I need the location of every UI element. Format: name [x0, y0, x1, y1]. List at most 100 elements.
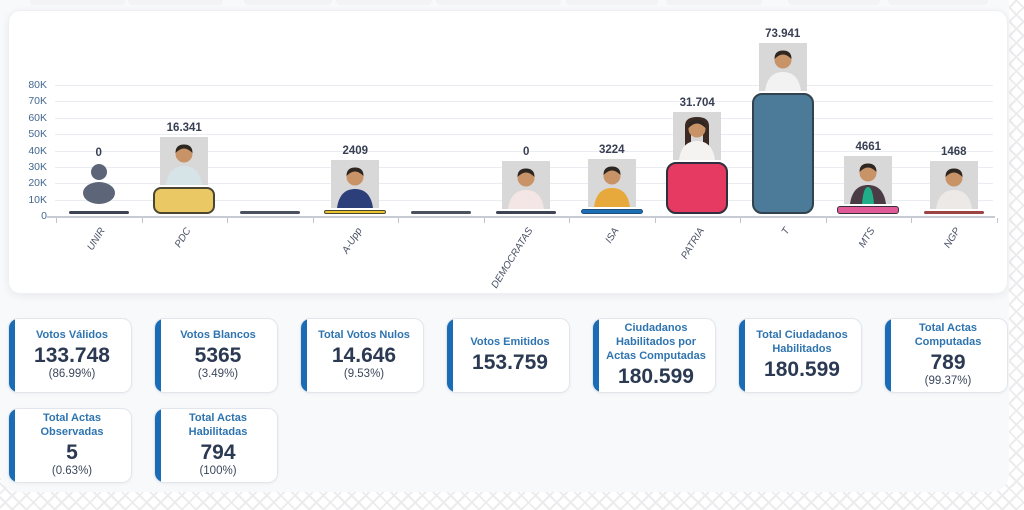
bar-value-label: 73.941	[765, 28, 801, 40]
stat-card-value: 5365	[194, 343, 242, 367]
x-axis-tickmark	[227, 218, 228, 223]
chart-category-unir: 0 UNIR	[56, 11, 142, 293]
gridline	[55, 150, 993, 152]
bar-unir[interactable]	[68, 211, 129, 214]
stat-card-votos-blancos: Votos Blancos 5365 (3.49%)	[154, 318, 278, 393]
bar-value-label: 1468	[940, 146, 967, 158]
stat-card-title: Votos Emitidos	[470, 336, 550, 349]
bar-patria[interactable]	[666, 162, 729, 214]
stat-card-value: 133.748	[34, 343, 110, 367]
stat-card-percent: (99.37%)	[924, 374, 972, 387]
stat-card-value: 14.646	[331, 343, 397, 367]
bar-value-label: 0	[523, 146, 530, 158]
bar-value-label: 16.341	[166, 122, 202, 134]
x-axis-line	[47, 216, 995, 218]
gridline	[55, 85, 993, 86]
bar-pdc[interactable]	[153, 187, 216, 214]
x-axis-label-isa: ISA	[603, 226, 622, 246]
cropped-tab-shape	[436, 0, 561, 5]
candidate-photo	[331, 160, 380, 208]
stat-card-value: 153.759	[472, 350, 548, 374]
stat-card-value: 180.599	[764, 357, 840, 381]
x-axis-label-mts: MTS	[857, 226, 878, 250]
cropped-tab-shape	[788, 0, 880, 5]
x-axis-tickmark	[569, 218, 570, 223]
stat-card-title: Total Actas Observadas	[40, 412, 104, 439]
y-axis-tick-label: 0	[41, 210, 47, 222]
y-axis-tick-label: 20K	[28, 177, 47, 190]
y-axis-tick-label: 50K	[28, 128, 47, 141]
chart-category-blank-4	[398, 11, 484, 293]
bar-value-label: 0	[95, 147, 102, 159]
stat-card-votos-validos: Votos Válidos 133.748 (86.99%)	[8, 318, 132, 393]
stat-card-percent: (9.53%)	[343, 368, 385, 381]
stat-card-title: Total Actas Computadas	[914, 322, 982, 349]
gridline	[55, 117, 993, 119]
stat-card-title: Votos Blancos	[180, 329, 256, 342]
x-axis-label-pdc: PDC	[173, 226, 194, 250]
chart-category-pdc: 16.341 PDC	[142, 11, 228, 293]
x-axis-tickmark	[56, 218, 57, 223]
stat-card-total-actas-observadas: Total Actas Observadas 5 (0.63%)	[8, 408, 132, 483]
candidate-photo	[502, 161, 551, 209]
cropped-tab-shape	[566, 0, 658, 5]
cropped-tab-shape	[336, 0, 432, 5]
bar-democratas[interactable]	[496, 211, 557, 214]
bar-t[interactable]	[751, 93, 814, 214]
y-axis-tick-label: 70K	[28, 95, 47, 108]
bar-value-label: 4661	[855, 141, 882, 153]
stat-card-percent: (0.63%)	[51, 464, 93, 477]
chart-category-mts: 4661 MTS	[826, 11, 912, 293]
stat-card-value: 180.599	[618, 364, 694, 388]
content-panel: 0 10K 20K 30K 40K 50K 60K 70K 80K 0 UNIR 16.341 PDC 2…	[0, 0, 1009, 483]
bar-a-upp[interactable]	[324, 210, 387, 214]
y-axis-tick-label: 60K	[28, 111, 47, 124]
bar-blank-2[interactable]	[239, 211, 300, 214]
stat-card-total-actas-computadas: Total Actas Computadas 789 (99.37%)	[884, 318, 1008, 393]
cropped-tab-shape	[888, 0, 988, 5]
y-axis-tick-label: 80K	[28, 79, 47, 91]
stat-card-title: Total Actas Habilitadas	[188, 412, 248, 439]
stat-card-title: Ciudadanos Habilitados por Actas Computa…	[606, 322, 706, 362]
x-axis-tickmark	[654, 218, 656, 223]
bar-value-label: 2409	[342, 145, 369, 157]
x-axis-tickmark	[825, 218, 827, 223]
x-axis-tickmark	[740, 218, 741, 223]
cropped-tab-shape	[666, 0, 762, 5]
bar-isa[interactable]	[580, 209, 643, 214]
person-silhouette-icon	[77, 162, 121, 209]
cropped-tab-shape	[244, 0, 332, 5]
card-accent-bar	[155, 409, 161, 482]
stat-card-total-ciudadanos-habilitados: Total Ciudadanos Habilitados 180.599	[738, 318, 862, 393]
chart-category-ngp: 1468 NGP	[911, 11, 997, 293]
candidate-photo	[160, 137, 209, 185]
stat-card-title: Total Votos Nulos	[318, 329, 410, 342]
card-accent-bar	[301, 319, 307, 392]
stat-card-value: 789	[930, 350, 966, 374]
bar-ngp[interactable]	[923, 211, 984, 214]
stat-card-votos-emitidos: Votos Emitidos 153.759	[446, 318, 570, 393]
chart-category-t: 73.941 T	[740, 11, 826, 293]
x-axis-label-patria: PATRIA	[678, 226, 707, 262]
stat-card-title: Votos Válidos	[36, 329, 108, 342]
chart-category-patria: 31.704 PATRIA	[655, 11, 741, 293]
card-accent-bar	[9, 409, 15, 482]
stat-cards-row-1: Votos Válidos 133.748 (86.99%) Votos Blanco…	[8, 318, 1008, 393]
x-axis-tickmark	[398, 218, 399, 223]
cropped-tab-shape	[128, 0, 223, 5]
x-axis-label-a-upp: A-Upp	[340, 226, 365, 256]
y-axis-tick-label: 10K	[28, 193, 47, 206]
card-accent-bar	[9, 319, 15, 392]
stat-cards-row-2: Total Actas Observadas 5 (0.63%) Total Acta…	[8, 408, 1008, 483]
stat-card-value: 794	[200, 440, 236, 464]
x-axis-tickmark	[483, 218, 485, 223]
x-axis-tickmark	[996, 218, 998, 223]
card-accent-bar	[593, 319, 599, 392]
cropped-tab-shape	[30, 0, 125, 5]
stat-card-percent: (100%)	[199, 464, 237, 477]
cropped-header-decoration	[0, 0, 1009, 6]
bar-mts[interactable]	[837, 206, 900, 214]
chart-category-blank-2	[227, 11, 313, 293]
bar-blank-4[interactable]	[410, 211, 471, 214]
candidate-photo	[758, 43, 807, 91]
